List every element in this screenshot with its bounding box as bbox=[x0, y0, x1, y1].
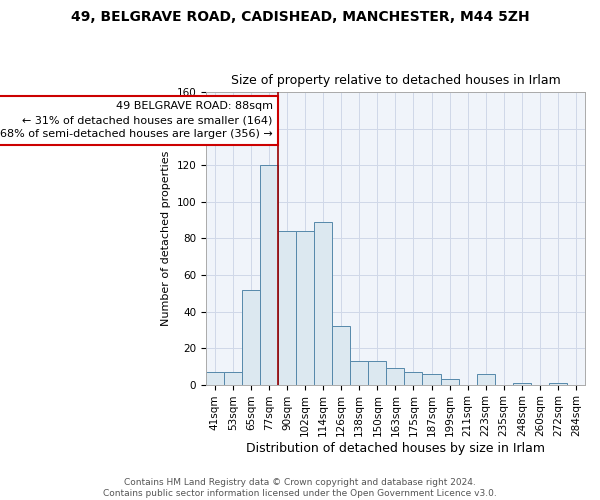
Title: Size of property relative to detached houses in Irlam: Size of property relative to detached ho… bbox=[230, 74, 560, 87]
Bar bbox=[513, 383, 531, 384]
Bar bbox=[278, 231, 296, 384]
Text: 49 BELGRAVE ROAD: 88sqm
← 31% of detached houses are smaller (164)
68% of semi-d: 49 BELGRAVE ROAD: 88sqm ← 31% of detache… bbox=[0, 102, 272, 140]
X-axis label: Distribution of detached houses by size in Irlam: Distribution of detached houses by size … bbox=[246, 442, 545, 455]
Bar bbox=[440, 379, 458, 384]
Bar bbox=[296, 231, 314, 384]
Bar bbox=[332, 326, 350, 384]
Bar bbox=[350, 361, 368, 384]
Bar bbox=[224, 372, 242, 384]
Text: Contains HM Land Registry data © Crown copyright and database right 2024.
Contai: Contains HM Land Registry data © Crown c… bbox=[103, 478, 497, 498]
Bar bbox=[422, 374, 440, 384]
Y-axis label: Number of detached properties: Number of detached properties bbox=[161, 151, 171, 326]
Text: 49, BELGRAVE ROAD, CADISHEAD, MANCHESTER, M44 5ZH: 49, BELGRAVE ROAD, CADISHEAD, MANCHESTER… bbox=[71, 10, 529, 24]
Bar bbox=[386, 368, 404, 384]
Bar bbox=[314, 222, 332, 384]
Bar bbox=[368, 361, 386, 384]
Bar bbox=[206, 372, 224, 384]
Bar bbox=[242, 290, 260, 384]
Bar bbox=[260, 166, 278, 384]
Bar bbox=[404, 372, 422, 384]
Bar bbox=[549, 383, 567, 384]
Bar bbox=[476, 374, 495, 384]
